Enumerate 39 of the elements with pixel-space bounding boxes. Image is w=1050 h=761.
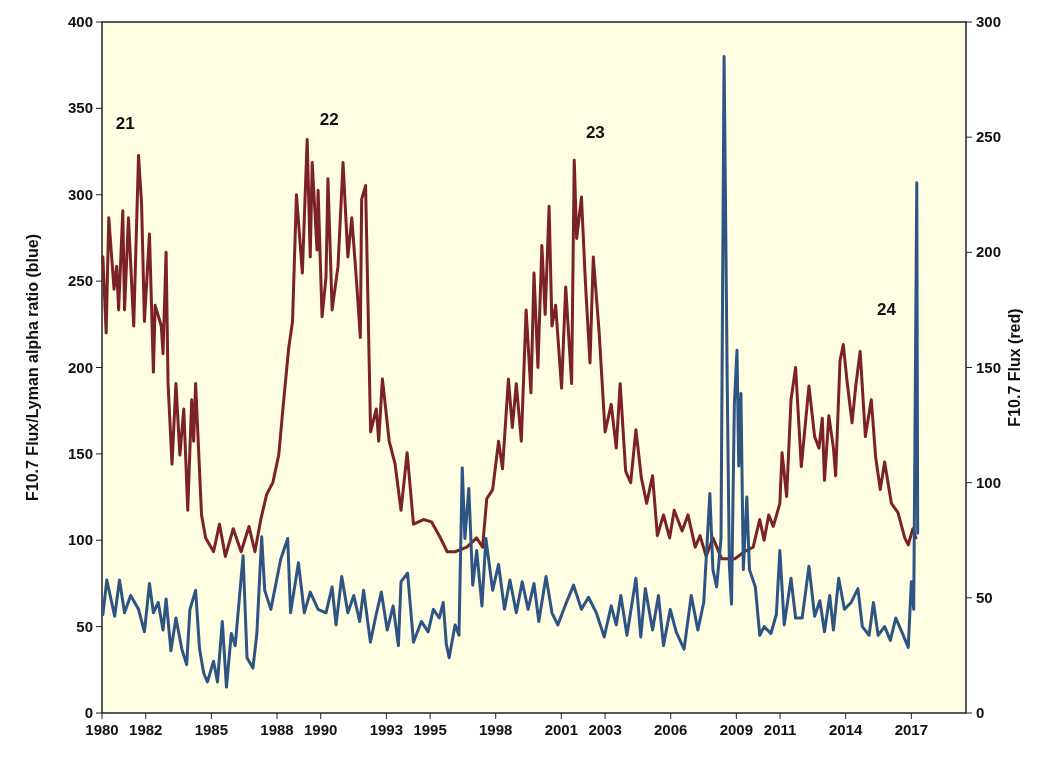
x-tick-label: 2009 <box>719 721 754 738</box>
y-tick-label: 350 <box>67 99 93 117</box>
x-tick-label: 2011 <box>763 721 797 738</box>
y2-axis-title: F10.7 Flux (red) <box>1006 308 1023 427</box>
line-series <box>101 55 920 689</box>
x-tick-label: 2017 <box>894 721 928 738</box>
y-tick-label: 200 <box>67 358 93 376</box>
y2-tick-label: 250 <box>976 128 1002 146</box>
y-tick-label: 0 <box>84 704 93 721</box>
annotation: 24 <box>877 299 897 319</box>
y-tick-label: 150 <box>67 444 93 462</box>
x-tick-label: 1985 <box>194 721 229 738</box>
annotation: 22 <box>319 109 339 129</box>
y-tick-label: 50 <box>76 617 93 635</box>
y-tick-label: 100 <box>67 531 93 549</box>
x-tick-label: 1993 <box>369 721 404 738</box>
y2-tick-label: 300 <box>976 13 1002 30</box>
y-tick-label: 400 <box>67 13 93 30</box>
annotation: 23 <box>585 122 605 142</box>
x-tick-label: 1980 <box>85 721 119 738</box>
x-tick-label: 1990 <box>304 721 338 738</box>
x-tick-label: 1995 <box>413 721 447 738</box>
y-tick-label: 250 <box>67 272 93 290</box>
x-tick-label: 2014 <box>829 721 864 738</box>
y-tick-label: 300 <box>67 185 93 203</box>
y2-tick-label: 200 <box>976 243 1002 261</box>
x-tick-label: 2006 <box>654 721 688 738</box>
y2-tick-label: 150 <box>976 358 1002 376</box>
x-tick-label: 1988 <box>260 721 294 738</box>
y2-tick-label: 100 <box>976 473 1002 491</box>
x-tick-label: 2003 <box>588 721 622 738</box>
x-tick-label: 1998 <box>479 721 513 738</box>
x-tick-label: 2001 <box>544 721 579 738</box>
line-series <box>101 137 918 561</box>
y2-tick-label: 50 <box>976 588 993 606</box>
annotation: 21 <box>115 114 135 134</box>
y-axis-title: F10.7 Flux/Lyman alpha ratio (blue) <box>24 233 41 502</box>
y2-tick-label: 0 <box>976 704 985 721</box>
x-tick-label: 1982 <box>129 721 163 738</box>
